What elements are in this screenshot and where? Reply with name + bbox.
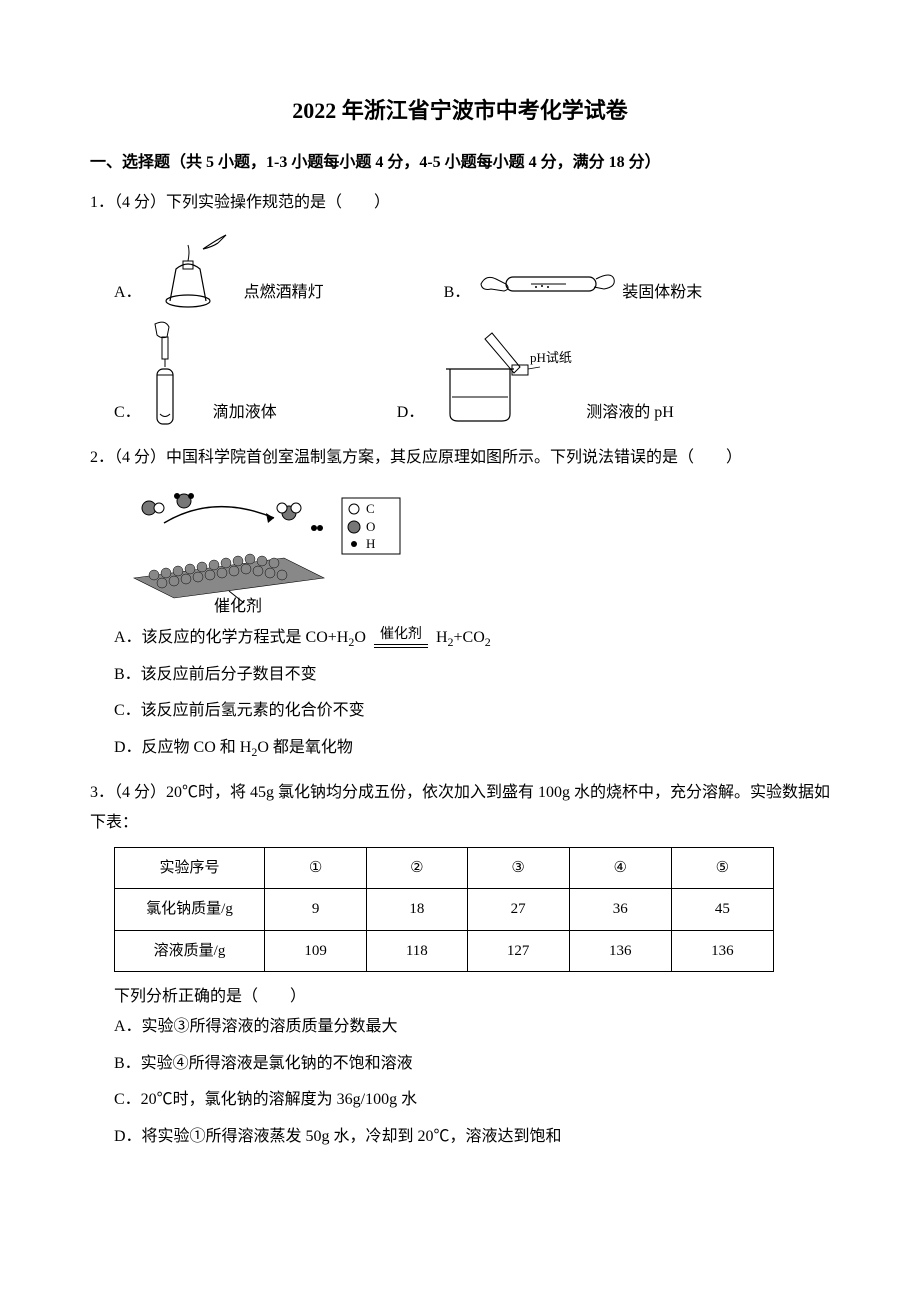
q3-data-table: 实验序号 ① ② ③ ④ ⑤ 氯化钠质量/g 9 18 27 36 45 溶液质… [114,847,774,973]
q1-c-caption: 滴加液体 [213,398,277,428]
table-cell: 9 [265,889,367,931]
q2-choice-b: B．该反应前后分子数目不变 [114,660,830,690]
table-header: ④ [569,847,671,889]
question-3: 3．（4 分）20℃时，将 45g 氯化钠均分成五份，依次加入到盛有 100g … [90,778,830,1152]
q2-stem: 2．（4 分）中国科学院首创室温制氢方案，其反应原理如图所示。下列说法错误的是（… [90,443,830,473]
alcohol-lamp-icon [148,229,238,309]
q3-stem: 3．（4 分）20℃时，将 45g 氯化钠均分成五份，依次加入到盛有 100g … [90,778,830,839]
svg-text:C: C [366,501,375,516]
option-label: B． [444,278,471,308]
table-header: 实验序号 [115,847,265,889]
ph-paper-label: pH试纸 [530,350,572,365]
q1-option-c: C． 滴加液体 [114,319,277,429]
q2-choice-c: C．该反应前后氢元素的化合价不变 [114,696,830,726]
table-cell: 18 [367,889,467,931]
q2-diagram: C O H 催化剂 [114,483,830,613]
q3-choice-a: A．实验③所得溶液的溶质质量分数最大 [114,1012,830,1042]
section-heading: 一、选择题（共 5 小题，1-3 小题每小题 4 分，4-5 小题每小题 4 分… [90,148,830,178]
svg-text:H: H [366,536,375,551]
page-title: 2022 年浙江省宁波市中考化学试卷 [90,90,830,132]
table-row: 氯化钠质量/g 9 18 27 36 45 [115,889,774,931]
q3-choice-c: C．20℃时，氯化钠的溶解度为 36g/100g 水 [114,1085,830,1115]
q3-after-table: 下列分析正确的是（ ） [114,982,830,1012]
table-cell: 127 [467,930,569,972]
q1-d-caption: 测溶液的 pH [586,398,674,428]
table-cell: 溶液质量/g [115,930,265,972]
table-header: ① [265,847,367,889]
option-label: C． [114,398,141,428]
option-label: D． [397,398,425,428]
ph-test-icon: pH试纸 [430,329,580,429]
table-header: ② [367,847,467,889]
q2-choice-a: A．该反应的化学方程式是 CO+H2O 催化剂 H2+CO2 [114,623,830,654]
table-header: ③ [467,847,569,889]
table-row: 溶液质量/g 109 118 127 136 136 [115,930,774,972]
svg-text:O: O [366,519,375,534]
table-cell: 136 [671,930,773,972]
q2-choice-d: D．反应物 CO 和 H2O 都是氧化物 [114,733,830,764]
reaction-condition-icon: 催化剂 [374,628,428,648]
question-1: 1．（4 分）下列实验操作规范的是（ ） A． 点燃酒精灯 B． [90,188,830,428]
table-cell: 36 [569,889,671,931]
table-cell: 118 [367,930,467,972]
table-cell: 109 [265,930,367,972]
q3-choice-d: D．将实验①所得溶液蒸发 50g 水，冷却到 20℃，溶液达到饱和 [114,1122,830,1152]
svg-text:催化剂: 催化剂 [214,597,262,613]
table-cell: 45 [671,889,773,931]
question-2: 2．（4 分）中国科学院首创室温制氢方案，其反应原理如图所示。下列说法错误的是（… [90,443,830,764]
q1-option-b: B． 装固体粉末 [444,229,703,309]
q1-a-caption: 点燃酒精灯 [244,278,324,308]
q1-option-d: D． pH试纸 测溶液的 pH [397,319,674,429]
option-label: A． [114,278,142,308]
load-powder-icon [476,249,616,309]
table-header-row: 实验序号 ① ② ③ ④ ⑤ [115,847,774,889]
q1-option-a: A． 点燃酒精灯 [114,229,324,309]
q1-stem: 1．（4 分）下列实验操作规范的是（ ） [90,188,830,218]
table-cell: 27 [467,889,569,931]
table-cell: 136 [569,930,671,972]
table-cell: 氯化钠质量/g [115,889,265,931]
q3-choice-b: B．实验④所得溶液是氯化钠的不饱和溶液 [114,1049,830,1079]
dropper-icon [147,319,207,429]
table-header: ⑤ [671,847,773,889]
q1-b-caption: 装固体粉末 [622,278,702,308]
